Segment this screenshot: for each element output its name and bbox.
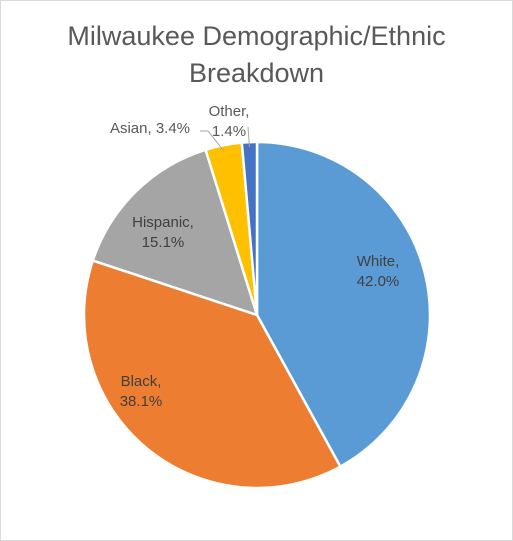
chart-title-line-1: Milwaukee Demographic/Ethnic — [67, 21, 446, 51]
data-label-asian: Asian, 3.4% — [110, 120, 190, 137]
chart-title-line-2: Breakdown — [188, 58, 325, 88]
pie-slice-hispanic — [91, 148, 259, 317]
pie-slice-black — [82, 259, 342, 490]
leader-line-asian — [200, 130, 225, 152]
data-label-white: White, 42.0% — [357, 253, 400, 290]
data-label-other: Other, 1.4% — [209, 103, 250, 140]
chart-title: Milwaukee Demographic/Ethnic Breakdown — [0, 18, 513, 92]
data-label-hispanic: Hispanic, 15.1% — [132, 214, 194, 251]
leader-line-other — [247, 126, 250, 148]
data-label-black: Black, 38.1% — [120, 373, 163, 410]
pie-slice-white — [255, 140, 432, 468]
